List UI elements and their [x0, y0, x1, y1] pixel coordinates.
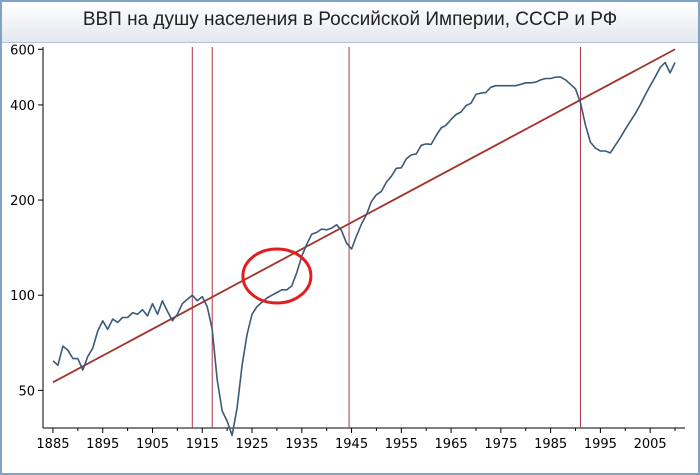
y-tick-label-600: 600: [10, 43, 35, 58]
gdp-series-line-0: [52, 61, 676, 437]
x-tick-label-1975: 1975: [484, 437, 517, 452]
x-tick-label-1945: 1945: [335, 437, 368, 452]
y-tick-label-400: 400: [10, 99, 35, 114]
y-tick-label-200: 200: [10, 194, 35, 209]
x-tick-label-1985: 1985: [534, 437, 567, 452]
x-tick-label-1885: 1885: [36, 437, 69, 452]
x-tick-label-1995: 1995: [584, 437, 617, 452]
x-tick-label-1895: 1895: [86, 437, 119, 452]
x-tick-label-1935: 1935: [285, 437, 318, 452]
x-tick-label-1905: 1905: [136, 437, 169, 452]
y-tick-label-50: 50: [18, 384, 35, 399]
x-tick-label-2005: 2005: [634, 437, 667, 452]
x-tick-label-1915: 1915: [186, 437, 219, 452]
x-tick-label-1925: 1925: [235, 437, 268, 452]
title-bar: ВВП на душу населения в Российской Импер…: [2, 2, 698, 43]
x-tick-label-1955: 1955: [385, 437, 418, 452]
trend-line: [52, 48, 676, 384]
y-tick-label-100: 100: [10, 289, 35, 304]
chart-title: ВВП на душу населения в Российской Импер…: [82, 9, 618, 30]
highlight-circle: [241, 247, 313, 305]
x-tick-label-1965: 1965: [435, 437, 468, 452]
